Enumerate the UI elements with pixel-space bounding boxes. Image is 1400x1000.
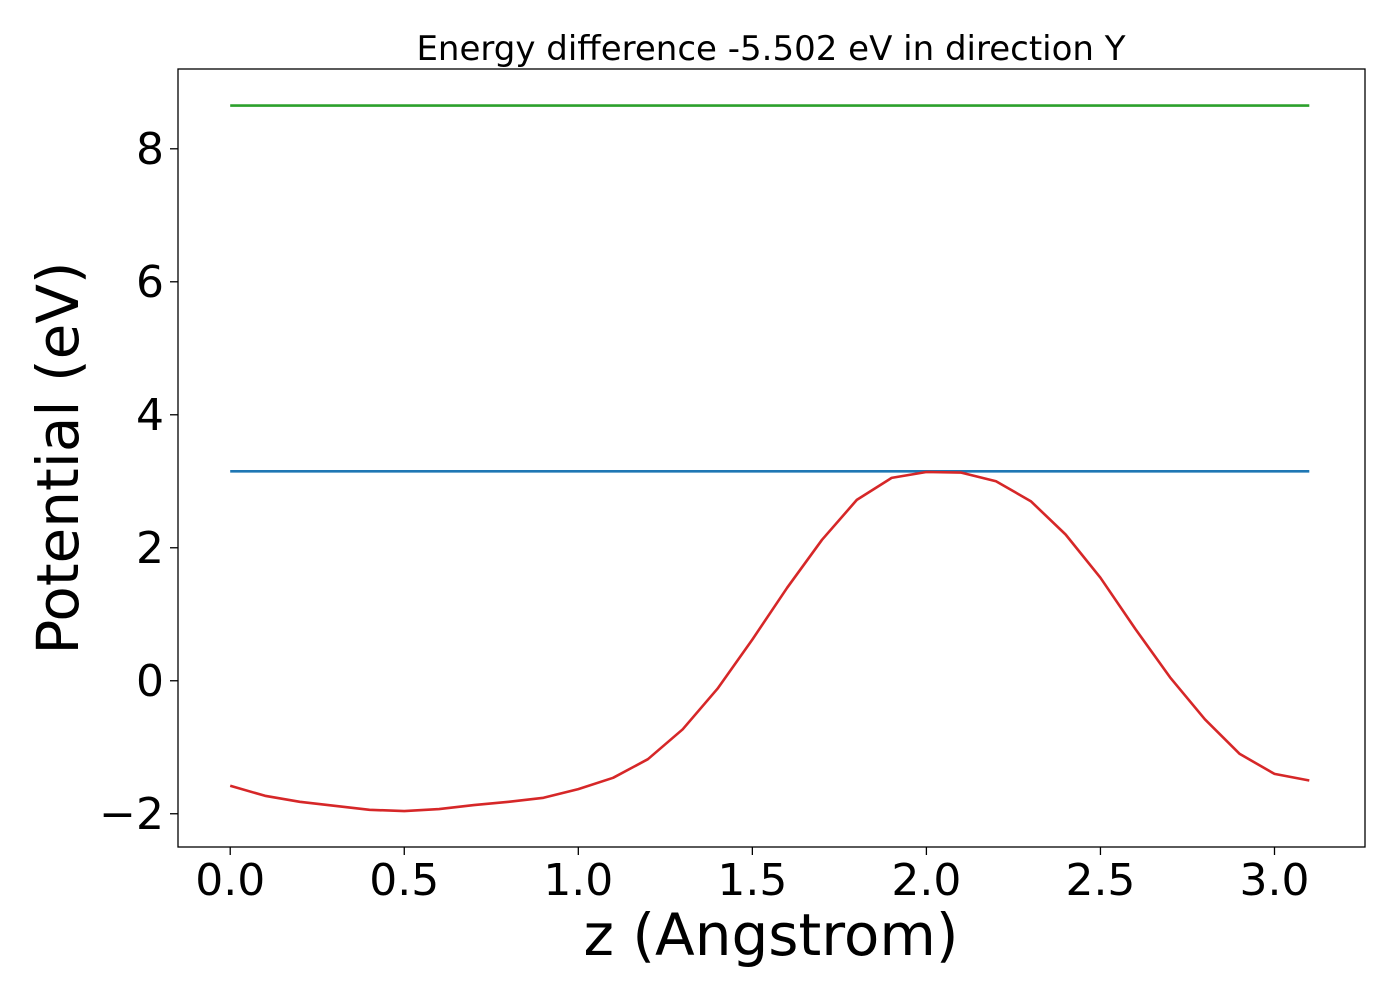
x-tick-label-6: 3.0: [1240, 855, 1310, 906]
x-tick-label-1: 0.5: [369, 855, 439, 906]
x-tick-label-2: 1.0: [543, 855, 613, 906]
y-tick-label-3: 4: [136, 390, 164, 441]
y-tick-label-2: 2: [136, 523, 164, 574]
series-line-2: [229, 470, 1310, 813]
y-tick-label-5: 8: [136, 124, 164, 175]
x-tick-label-3: 1.5: [717, 855, 787, 906]
x-tick-label-5: 2.5: [1065, 855, 1135, 906]
x-tick-label-4: 2.0: [891, 855, 961, 906]
y-axis-label: Potential (eV): [24, 261, 92, 654]
x-tick-label-0: 0.0: [195, 855, 265, 906]
y-axis-ticks: −2 0 2 4 6 8: [99, 124, 178, 840]
y-tick-label-4: 6: [136, 257, 164, 308]
chart-title: Energy difference -5.502 eV in direction…: [416, 29, 1125, 69]
plot-frame: [177, 68, 1366, 848]
x-axis-ticks: 0.0 0.5 1.0 1.5 2.0 2.5 3.0: [195, 847, 1309, 906]
y-tick-label-1: 0: [136, 656, 164, 707]
y-tick-label-0: −2: [99, 789, 164, 840]
series-layer: [229, 104, 1310, 813]
x-axis-label: z (Angstrom): [584, 901, 959, 969]
